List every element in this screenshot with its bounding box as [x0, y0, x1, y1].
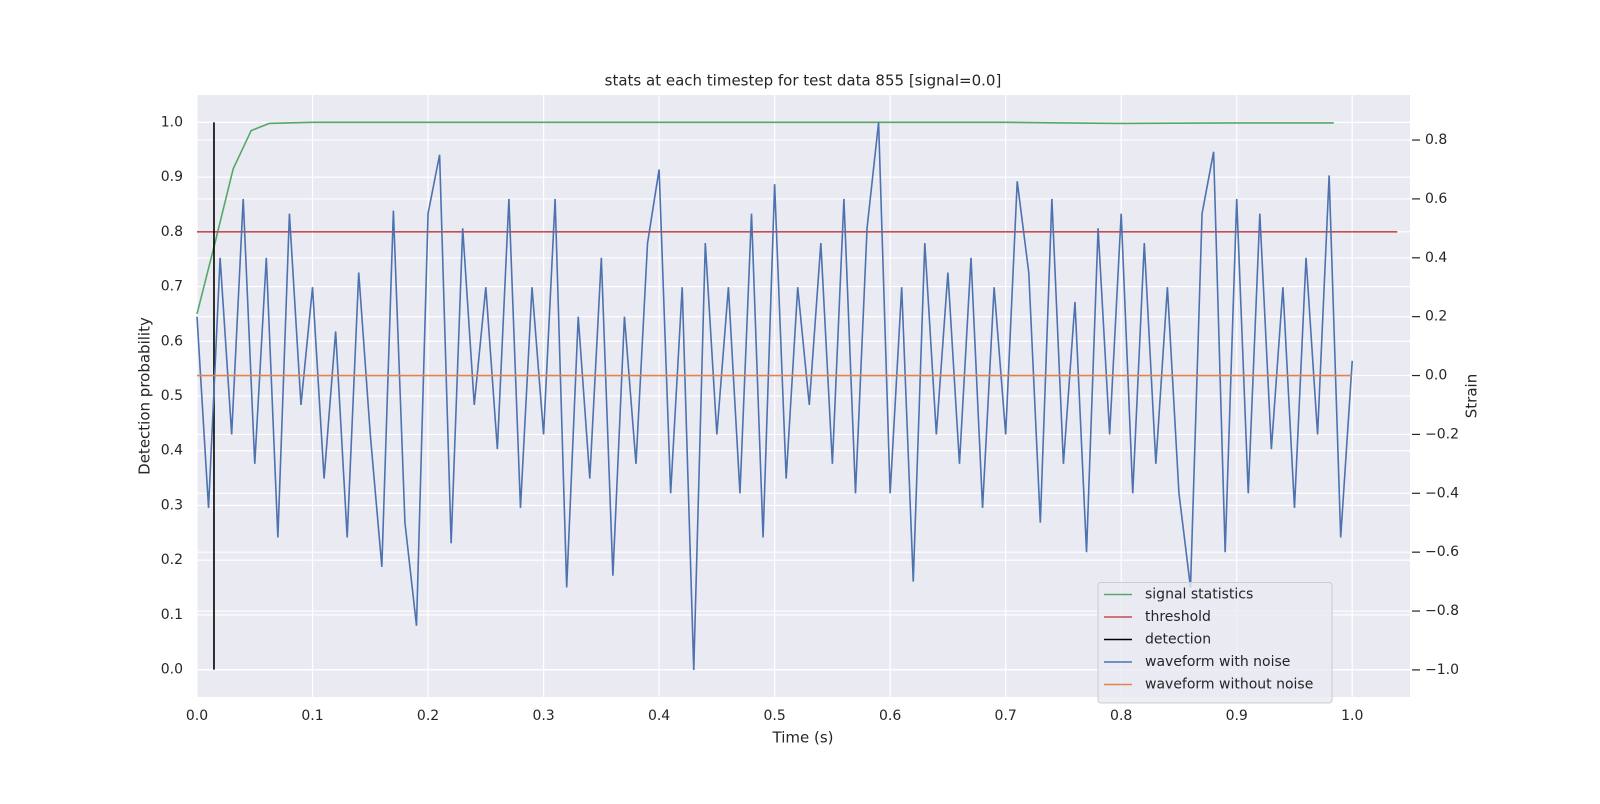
- x-tick-label: 0.1: [301, 708, 323, 724]
- x-tick-label: 0.3: [532, 708, 554, 724]
- legend-label: waveform with noise: [1145, 654, 1290, 670]
- x-tick-label: 0.7: [995, 708, 1017, 724]
- legend-label: waveform without noise: [1145, 677, 1313, 693]
- y-tick-label: 0.9: [161, 169, 183, 185]
- x-tick-label: 0.2: [417, 708, 439, 724]
- x-tick-label: 1.0: [1341, 708, 1363, 724]
- x-tick-label: 0.6: [879, 708, 901, 724]
- legend-box: [1097, 582, 1333, 704]
- x-tick-label: 0.5: [763, 708, 785, 724]
- legend-label: detection: [1145, 632, 1211, 648]
- x-tick-label: 0.0: [186, 708, 208, 724]
- y-tick-label: 0.0: [161, 662, 183, 678]
- y2-tick-label: −0.6: [1425, 544, 1459, 560]
- y-tick-label: 0.7: [161, 279, 183, 295]
- y-tick-label: 0.1: [161, 607, 183, 623]
- y2-tick-label: −0.8: [1425, 603, 1459, 619]
- y2-tick-label: 0.8: [1425, 132, 1447, 148]
- legend-label: threshold: [1145, 609, 1211, 625]
- y-tick-label: 0.3: [161, 497, 183, 513]
- y-tick-label: 1.0: [161, 114, 183, 130]
- y2-tick-label: 0.4: [1425, 250, 1447, 266]
- series-line: [196, 121, 1334, 315]
- x-tick-label: 0.4: [648, 708, 670, 724]
- x-axis-label: Time (s): [772, 729, 834, 747]
- y-tick-label: 0.6: [161, 333, 183, 349]
- chart-title: stats at each timestep for test data 855…: [605, 72, 1002, 90]
- x-tick-label: 0.8: [1110, 708, 1132, 724]
- y-tick-label: 0.8: [161, 224, 183, 240]
- y2-tick-label: −1.0: [1425, 662, 1459, 678]
- y2-tick-label: −0.4: [1425, 485, 1459, 501]
- y2-tick-label: 0.0: [1425, 368, 1447, 384]
- y2-axis-label: Strain: [1463, 374, 1481, 418]
- y2-tick-label: −0.2: [1425, 426, 1459, 442]
- x-tick-label: 0.9: [1226, 708, 1248, 724]
- y2-tick-label: 0.6: [1425, 191, 1447, 207]
- legend-label: signal statistics: [1145, 587, 1253, 603]
- y2-tick-label: 0.2: [1425, 309, 1447, 325]
- y-tick-label: 0.5: [161, 388, 183, 404]
- y-axis-label: Detection probability: [136, 317, 154, 475]
- series-line: [196, 122, 1354, 670]
- y-tick-label: 0.4: [161, 443, 183, 459]
- y-tick-label: 0.2: [161, 552, 183, 568]
